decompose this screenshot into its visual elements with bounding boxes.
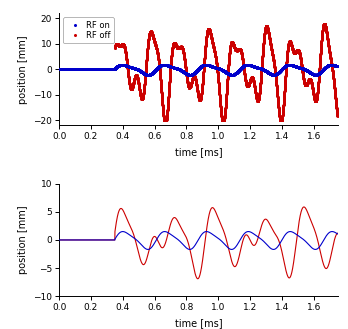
RF on bbox=[78, 67, 82, 71]
X-axis label: time [ms]: time [ms] bbox=[175, 147, 222, 157]
RF on bbox=[268, 71, 272, 75]
RF on bbox=[78, 238, 82, 242]
RF off bbox=[78, 238, 82, 242]
Line: RF on: RF on bbox=[59, 232, 338, 249]
RF off bbox=[169, 52, 174, 56]
RF off bbox=[79, 67, 84, 71]
RF on bbox=[163, 230, 167, 234]
RF on bbox=[307, 69, 311, 73]
RF on bbox=[84, 238, 88, 242]
RF on bbox=[335, 64, 340, 68]
RF on bbox=[169, 233, 174, 237]
RF off bbox=[335, 231, 340, 235]
RF off bbox=[307, 213, 311, 217]
RF on bbox=[268, 246, 272, 250]
RF off bbox=[84, 67, 88, 71]
RF on bbox=[307, 242, 311, 246]
Line: RF off: RF off bbox=[58, 23, 338, 121]
RF off bbox=[322, 22, 326, 26]
X-axis label: time [ms]: time [ms] bbox=[175, 317, 222, 328]
RF on bbox=[79, 238, 84, 242]
RF off bbox=[162, 118, 166, 122]
Y-axis label: position [mm]: position [mm] bbox=[18, 206, 27, 274]
RF off bbox=[169, 219, 174, 223]
Legend: RF on, RF off: RF on, RF off bbox=[63, 17, 114, 43]
RF on bbox=[57, 67, 61, 71]
RF on bbox=[313, 247, 317, 251]
RF on bbox=[84, 67, 88, 71]
RF on bbox=[335, 232, 340, 236]
RF on bbox=[57, 238, 61, 242]
RF off bbox=[57, 67, 61, 71]
RF on bbox=[79, 67, 84, 71]
RF off bbox=[335, 114, 340, 118]
RF off bbox=[84, 238, 88, 242]
RF on bbox=[169, 65, 174, 69]
Line: RF on: RF on bbox=[58, 64, 338, 76]
RF off bbox=[78, 67, 82, 71]
RF off bbox=[268, 38, 272, 42]
RF off bbox=[307, 78, 311, 82]
RF off bbox=[268, 222, 272, 226]
RF on bbox=[329, 63, 333, 67]
RF off bbox=[302, 205, 306, 209]
RF off bbox=[79, 238, 84, 242]
RF off bbox=[196, 277, 200, 281]
Line: RF off: RF off bbox=[59, 207, 338, 279]
RF off bbox=[57, 238, 61, 242]
Y-axis label: position [mm]: position [mm] bbox=[18, 35, 27, 104]
RF on bbox=[146, 73, 150, 77]
